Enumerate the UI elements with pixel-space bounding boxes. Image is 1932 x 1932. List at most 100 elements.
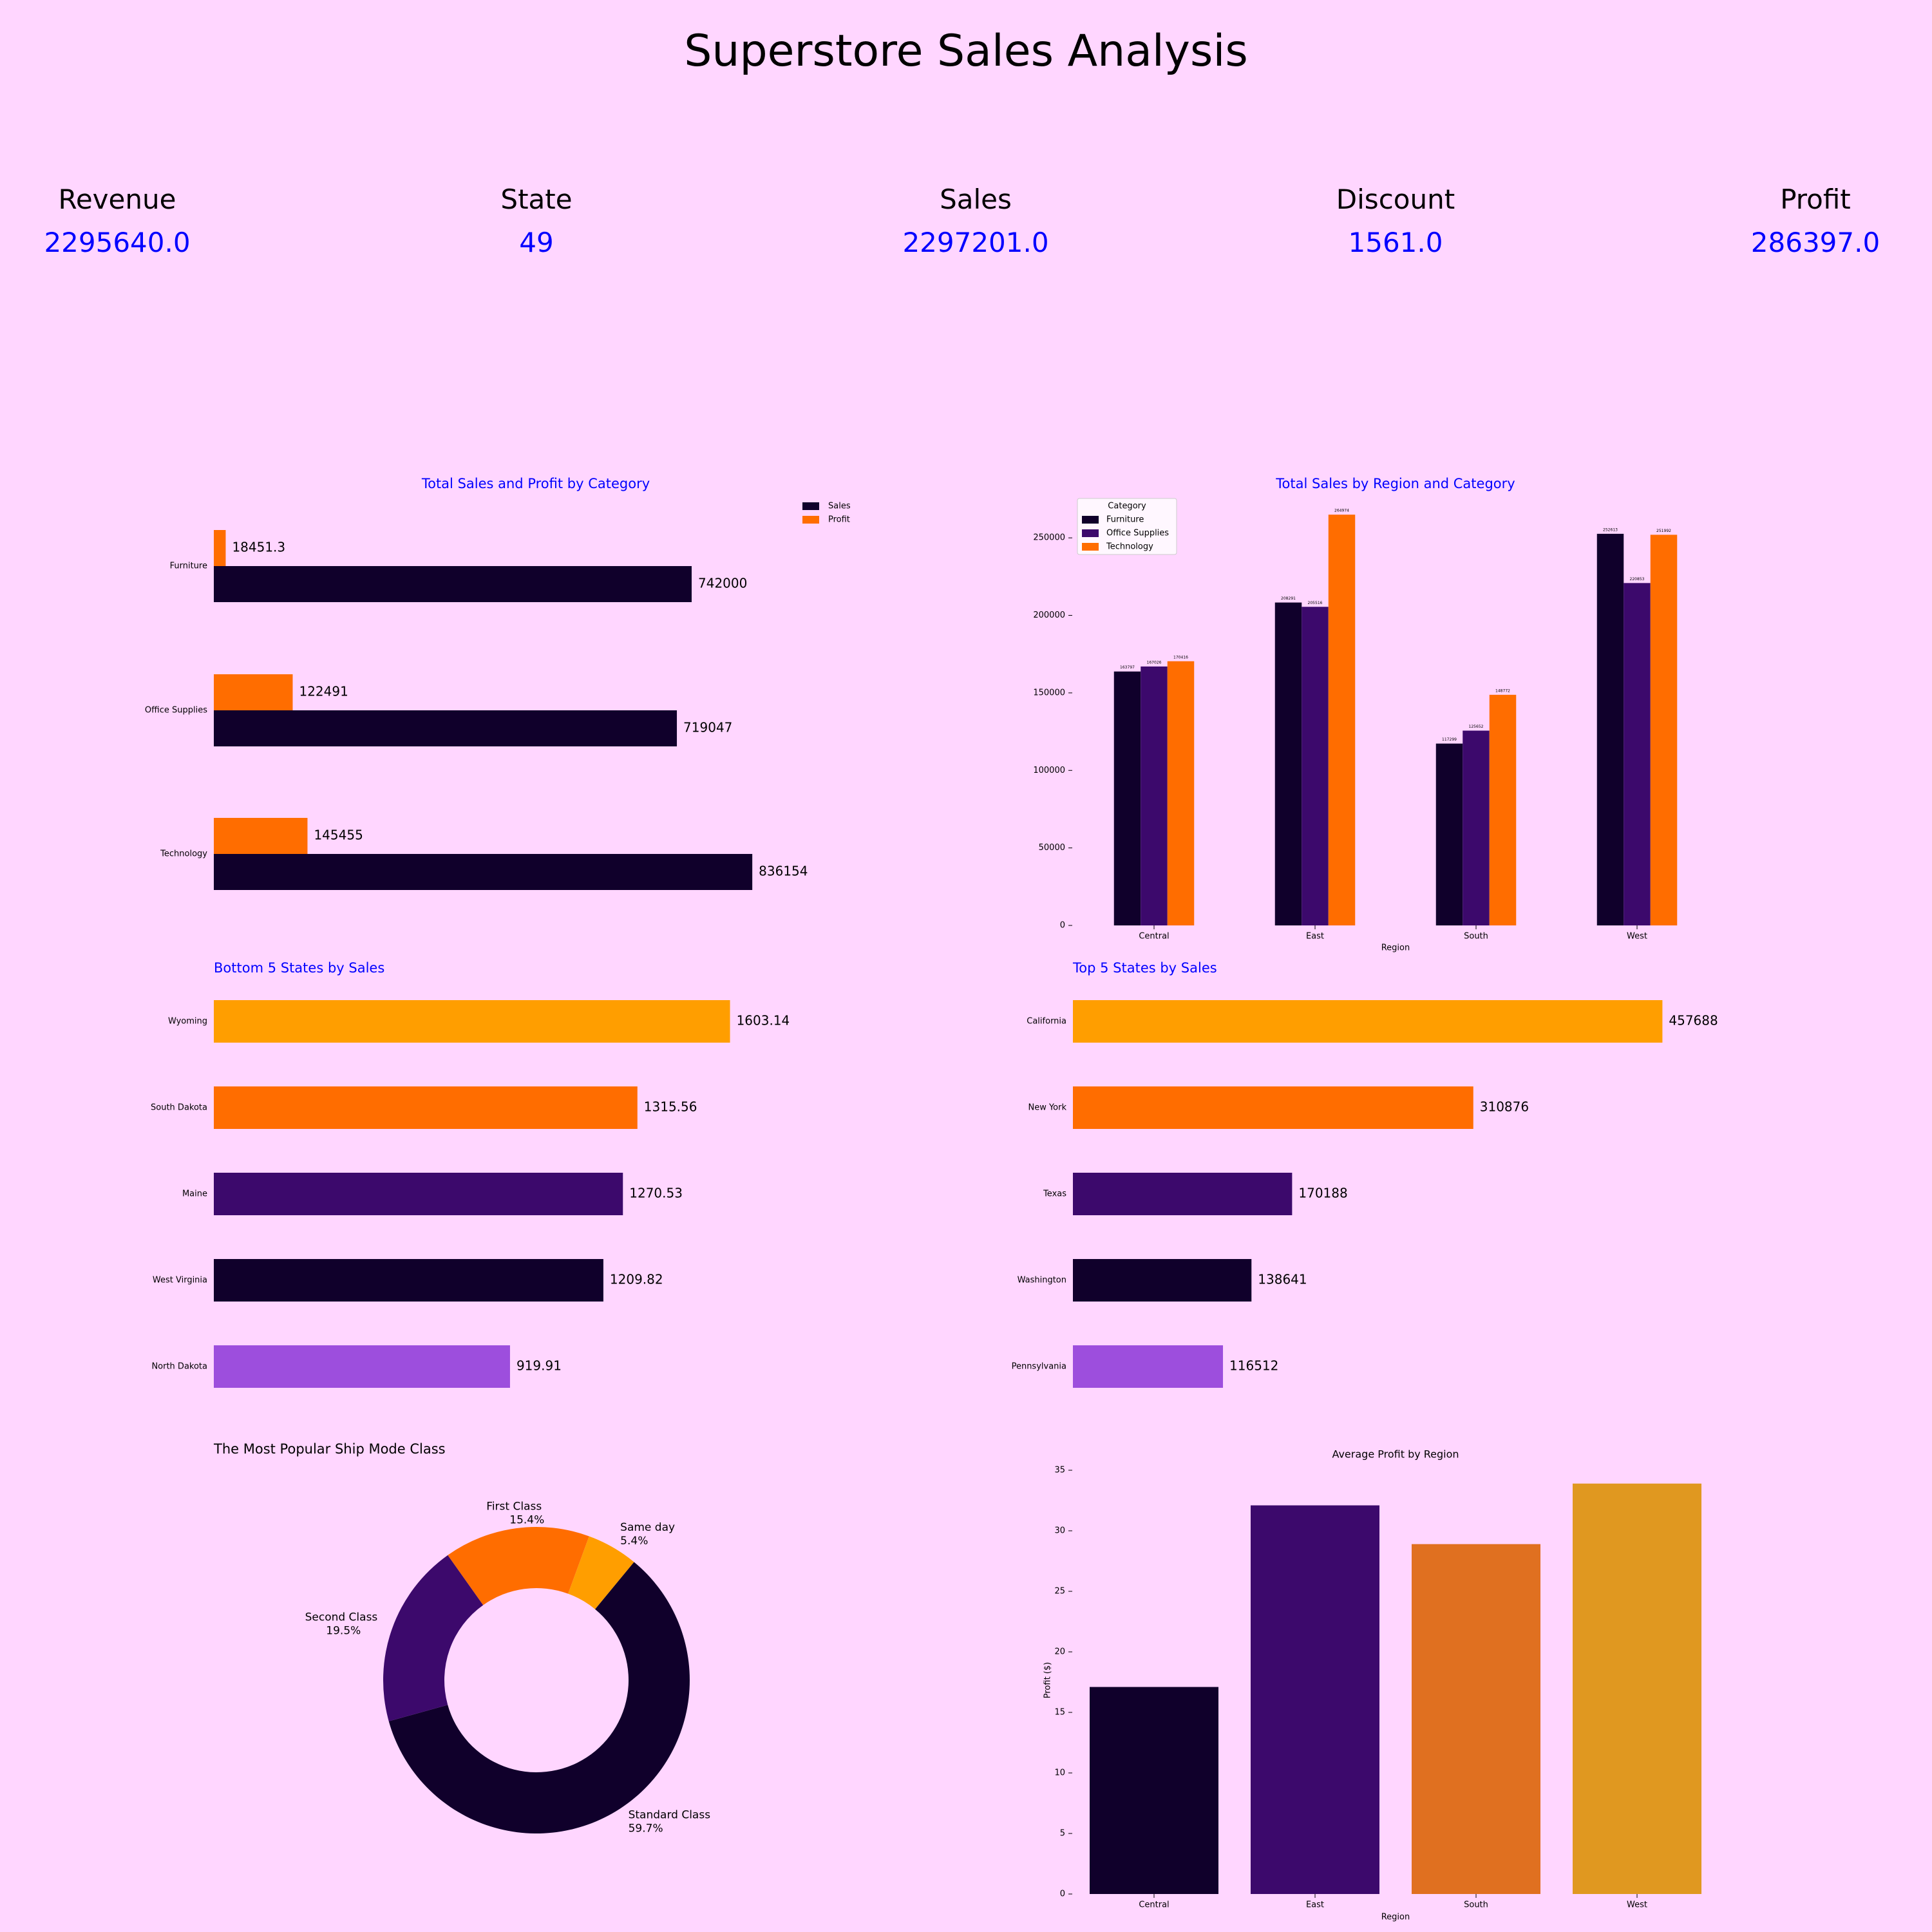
- x-tick-label: South: [1464, 932, 1488, 942]
- state-bar: [214, 1345, 510, 1388]
- y-tick-label: 200000: [1033, 611, 1065, 620]
- x-tick-label: Central: [1139, 1900, 1169, 1910]
- sales-bar: [214, 854, 753, 890]
- bar-value-label: 1270.53: [629, 1186, 683, 1201]
- chart-title: Total Sales by Region and Category: [1275, 476, 1515, 491]
- region-category-bar: [1650, 535, 1678, 925]
- kpi-discount: Discount 1561.0: [1267, 184, 1524, 258]
- y-axis-label: Profit ($): [1043, 1662, 1053, 1698]
- x-tick-label: East: [1306, 932, 1324, 942]
- profit-value-label: 18451.3: [232, 540, 285, 555]
- legend-swatch: [802, 502, 819, 510]
- legend-label: Sales: [828, 502, 851, 511]
- sales-bar: [214, 566, 692, 602]
- donut-slice: [383, 1555, 484, 1721]
- kpi-label: Sales: [940, 184, 1012, 215]
- region-category-bar: [1302, 607, 1329, 925]
- legend: Category Furniture Office Supplies Technolo…: [1077, 498, 1177, 555]
- bar-value-label: 205516: [1308, 601, 1323, 605]
- bar-value-label: 138641: [1258, 1272, 1307, 1287]
- legend-title: Category: [1108, 502, 1146, 511]
- state-bar: [1073, 1345, 1224, 1388]
- y-tick-label: 50000: [1039, 843, 1065, 853]
- bar-value-label: 252613: [1603, 527, 1618, 532]
- kpi-value: 2295640.0: [44, 227, 191, 258]
- page-title: Superstore Sales Analysis: [684, 26, 1248, 77]
- region-category-bar: [1435, 743, 1463, 925]
- kpi-label: State: [500, 184, 573, 215]
- legend-swatch: [1082, 516, 1099, 524]
- bar-value-label: 220853: [1630, 577, 1645, 582]
- state-bar: [1073, 1259, 1252, 1302]
- kpi-revenue: Revenue 2295640.0: [0, 184, 246, 258]
- avg-profit-bar: [1251, 1505, 1379, 1894]
- y-tick-label: 20: [1054, 1647, 1065, 1657]
- state-bar: [214, 1173, 623, 1215]
- region-category-bar: [1624, 583, 1651, 925]
- bar-value-label: 116512: [1229, 1358, 1278, 1374]
- y-tick-label: 10: [1054, 1768, 1065, 1778]
- state-tick-label: Texas: [1043, 1189, 1066, 1199]
- avg-profit-bar: [1412, 1544, 1540, 1894]
- donut-slice: [388, 1562, 690, 1834]
- kpi-value: 2297201.0: [902, 227, 1049, 258]
- category-tick-label: Furniture: [170, 562, 207, 571]
- bar-value-label: 1209.82: [610, 1272, 663, 1287]
- kpi-label: Discount: [1336, 184, 1455, 215]
- legend-swatch: [802, 516, 819, 524]
- bar-value-label: 1315.56: [644, 1099, 697, 1115]
- sales-bar: [214, 710, 677, 746]
- y-tick-label: 5: [1060, 1829, 1065, 1839]
- avg-profit-bar: [1573, 1483, 1701, 1894]
- region-category-bar: [1274, 602, 1302, 925]
- bar-value-label: 170416: [1173, 655, 1188, 659]
- bar-value-label: 919.91: [516, 1358, 562, 1374]
- legend-label: Technology: [1106, 542, 1153, 552]
- sales-value-label: 742000: [698, 576, 747, 591]
- state-tick-label: South Dakota: [151, 1103, 207, 1113]
- kpi-state: State 49: [408, 184, 665, 258]
- slice-percent: 5.4%: [620, 1535, 648, 1548]
- state-bar: [214, 1000, 730, 1043]
- y-tick-label: 0: [1060, 921, 1065, 931]
- slice-label: Standard Class: [629, 1809, 711, 1822]
- avg-profit-bar: [1090, 1687, 1218, 1894]
- slice-label: Second Class: [305, 1611, 378, 1624]
- kpi-value: 49: [519, 227, 554, 258]
- chart-title: Top 5 States by Sales: [1072, 960, 1217, 976]
- state-tick-label: California: [1027, 1017, 1066, 1027]
- y-tick-label: 15: [1054, 1708, 1065, 1718]
- legend-label: Profit: [828, 515, 850, 525]
- x-tick-label: East: [1306, 1900, 1324, 1910]
- state-tick-label: Pennsylvania: [1012, 1362, 1066, 1372]
- category-tick-label: Technology: [160, 849, 207, 859]
- bar-value-label: 148772: [1495, 688, 1510, 693]
- y-tick-label: 30: [1054, 1526, 1065, 1536]
- state-tick-label: North Dakota: [151, 1362, 207, 1372]
- legend-label: Office Supplies: [1106, 529, 1169, 538]
- kpi-profit: Profit 286397.0: [1687, 184, 1932, 258]
- chart-title: Bottom 5 States by Sales: [214, 960, 384, 976]
- state-bar: [214, 1259, 603, 1302]
- legend-swatch: [1082, 543, 1099, 551]
- kpi-sales: Sales 2297201.0: [847, 184, 1104, 258]
- state-tick-label: Wyoming: [168, 1017, 207, 1027]
- x-axis-label: Region: [1381, 1913, 1410, 1922]
- sales-value-label: 836154: [759, 864, 808, 879]
- profit-value-label: 122491: [299, 684, 348, 699]
- region-category-bar: [1113, 671, 1141, 925]
- region-category-bar: [1141, 666, 1168, 925]
- x-tick-label: West: [1627, 932, 1647, 942]
- y-tick-label: 150000: [1033, 688, 1065, 697]
- state-tick-label: Washington: [1018, 1276, 1066, 1285]
- bar-value-label: 117299: [1442, 737, 1457, 742]
- y-tick-label: 25: [1054, 1587, 1065, 1596]
- x-tick-label: Central: [1139, 932, 1169, 942]
- region-category-bar: [1328, 515, 1356, 925]
- bar-value-label: 167026: [1147, 660, 1162, 665]
- sales-value-label: 719047: [683, 720, 732, 735]
- bar-value-label: 208291: [1281, 596, 1296, 601]
- category-tick-label: Office Supplies: [145, 706, 207, 715]
- x-tick-label: South: [1464, 1900, 1488, 1910]
- bar-value-label: 163797: [1120, 665, 1135, 670]
